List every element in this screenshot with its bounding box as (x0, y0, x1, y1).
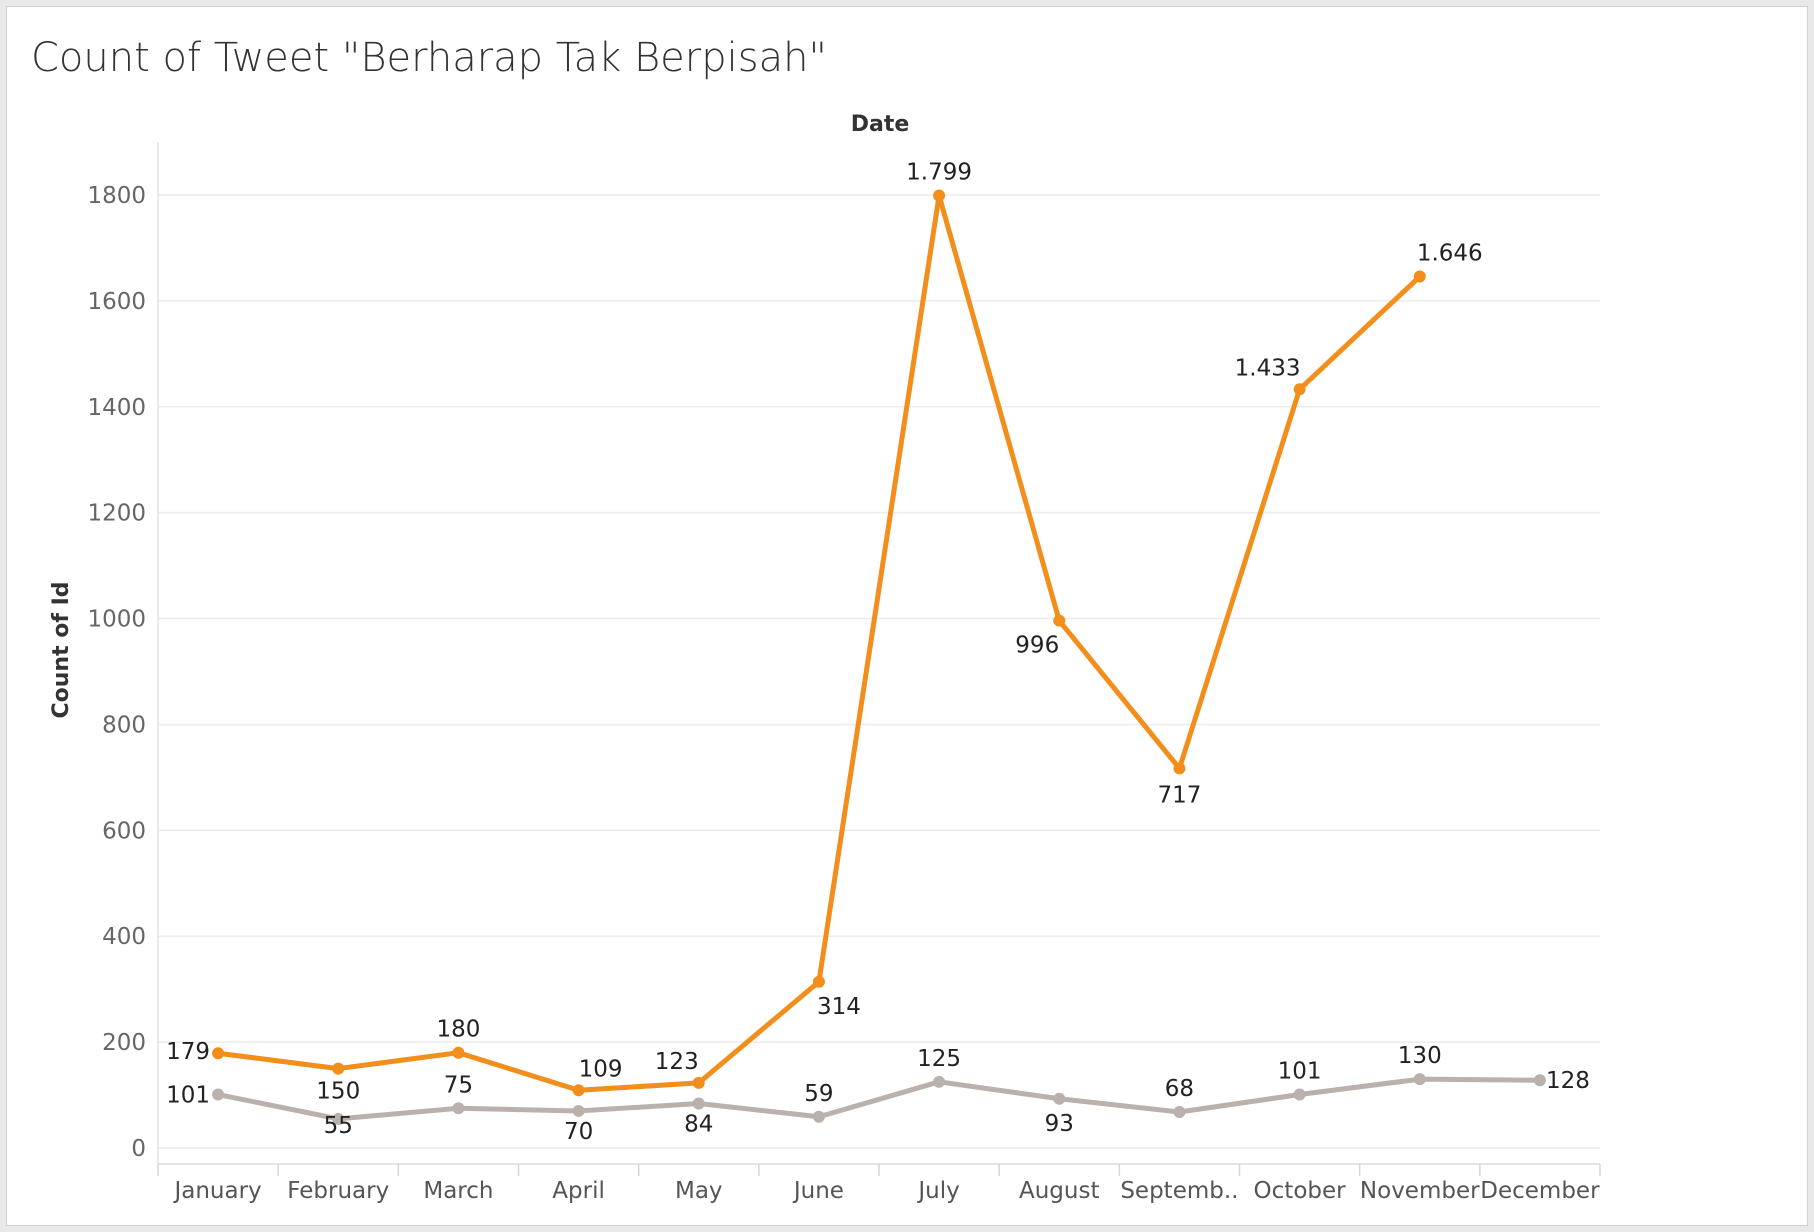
y-tick-label: 1200 (87, 501, 146, 527)
x-tick-label: March (423, 1178, 493, 1204)
data-point (1053, 1092, 1066, 1105)
data-point (812, 975, 825, 988)
chart-frame: Count of Tweet "Berharap Tak Berpisah" (6, 6, 1808, 1226)
data-point (1413, 1073, 1426, 1086)
x-tick-label: December (1480, 1178, 1600, 1204)
data-label: 70 (564, 1119, 593, 1145)
x-tick-label: August (1019, 1178, 1100, 1204)
x-tick-label: October (1254, 1178, 1347, 1204)
data-label: 1.646 (1417, 241, 1483, 267)
data-label: 59 (804, 1081, 833, 1107)
data-point (933, 189, 946, 202)
x-tick-label: May (675, 1178, 723, 1204)
data-point (1053, 614, 1066, 627)
data-point (572, 1104, 585, 1117)
data-point (212, 1047, 225, 1060)
data-label: 1.799 (906, 160, 972, 186)
data-label: 130 (1398, 1043, 1442, 1069)
series-line-2 (215, 1076, 1543, 1122)
y-tick-label: 1600 (87, 289, 146, 315)
series-lines (215, 193, 1543, 1122)
y-tick-label: 0 (131, 1136, 146, 1162)
data-label: 93 (1045, 1111, 1074, 1137)
data-point (452, 1046, 465, 1059)
series-points (212, 189, 1546, 1125)
data-point (1413, 270, 1426, 283)
data-point (1533, 1074, 1546, 1087)
x-tick-label: Septemb.. (1120, 1178, 1238, 1204)
x-tick-label: July (916, 1178, 959, 1204)
data-label: 109 (579, 1056, 623, 1082)
y-tick-label: 1800 (87, 183, 146, 209)
data-label: 101 (166, 1083, 210, 1109)
data-point (692, 1097, 705, 1110)
data-label: 179 (166, 1039, 210, 1065)
y-tick-label: 600 (102, 818, 146, 844)
data-point (1293, 383, 1306, 396)
data-label: 101 (1278, 1059, 1322, 1085)
data-label: 996 (1015, 633, 1059, 659)
y-tick-label: 400 (102, 924, 146, 950)
data-label: 128 (1546, 1068, 1590, 1094)
data-label: 68 (1165, 1076, 1194, 1102)
y-tick-label: 1000 (87, 607, 146, 633)
data-point (692, 1076, 705, 1089)
data-point (332, 1062, 345, 1075)
data-label: 123 (655, 1049, 699, 1075)
data-label: 180 (436, 1017, 480, 1043)
data-point (812, 1110, 825, 1123)
data-label: 125 (917, 1046, 961, 1072)
x-axis-title: Date (851, 112, 910, 137)
data-point (1173, 762, 1186, 775)
x-tick-label: April (552, 1178, 605, 1204)
data-labels: 179 150 180 109 123 314 1.799 996 717 1.433 1.646 1… (166, 160, 1590, 1145)
data-point (1173, 1105, 1186, 1118)
data-label: 84 (684, 1112, 713, 1138)
x-tick-label: June (792, 1178, 844, 1204)
y-tick-label: 1400 (87, 395, 146, 421)
y-axis: 0 200 400 600 800 1000 1200 1400 1600 1800 (87, 183, 146, 1162)
data-point (332, 1112, 345, 1125)
x-tick-label: February (287, 1178, 389, 1204)
x-tick-label: January (172, 1178, 261, 1204)
data-label: 150 (316, 1079, 360, 1105)
data-point (933, 1075, 946, 1088)
data-point (572, 1084, 585, 1097)
x-axis: January February March April May June July Augu… (157, 1164, 1601, 1204)
x-tick-label: November (1360, 1178, 1480, 1204)
y-axis-title: Count of Id (49, 581, 74, 718)
y-tick-label: 200 (102, 1030, 146, 1056)
data-point (1293, 1088, 1306, 1101)
data-label: 75 (444, 1072, 473, 1098)
data-point (452, 1102, 465, 1115)
data-label: 717 (1157, 782, 1201, 808)
chart-title: Count of Tweet "Berharap Tak Berpisah" (31, 35, 827, 81)
data-label: 314 (817, 994, 861, 1020)
data-label: 55 (324, 1113, 353, 1139)
data-label: 1.433 (1235, 355, 1301, 381)
grid-lines (157, 142, 1600, 1165)
series-line-1 (215, 193, 1423, 1093)
data-point (212, 1088, 225, 1101)
y-tick-label: 800 (102, 712, 146, 738)
